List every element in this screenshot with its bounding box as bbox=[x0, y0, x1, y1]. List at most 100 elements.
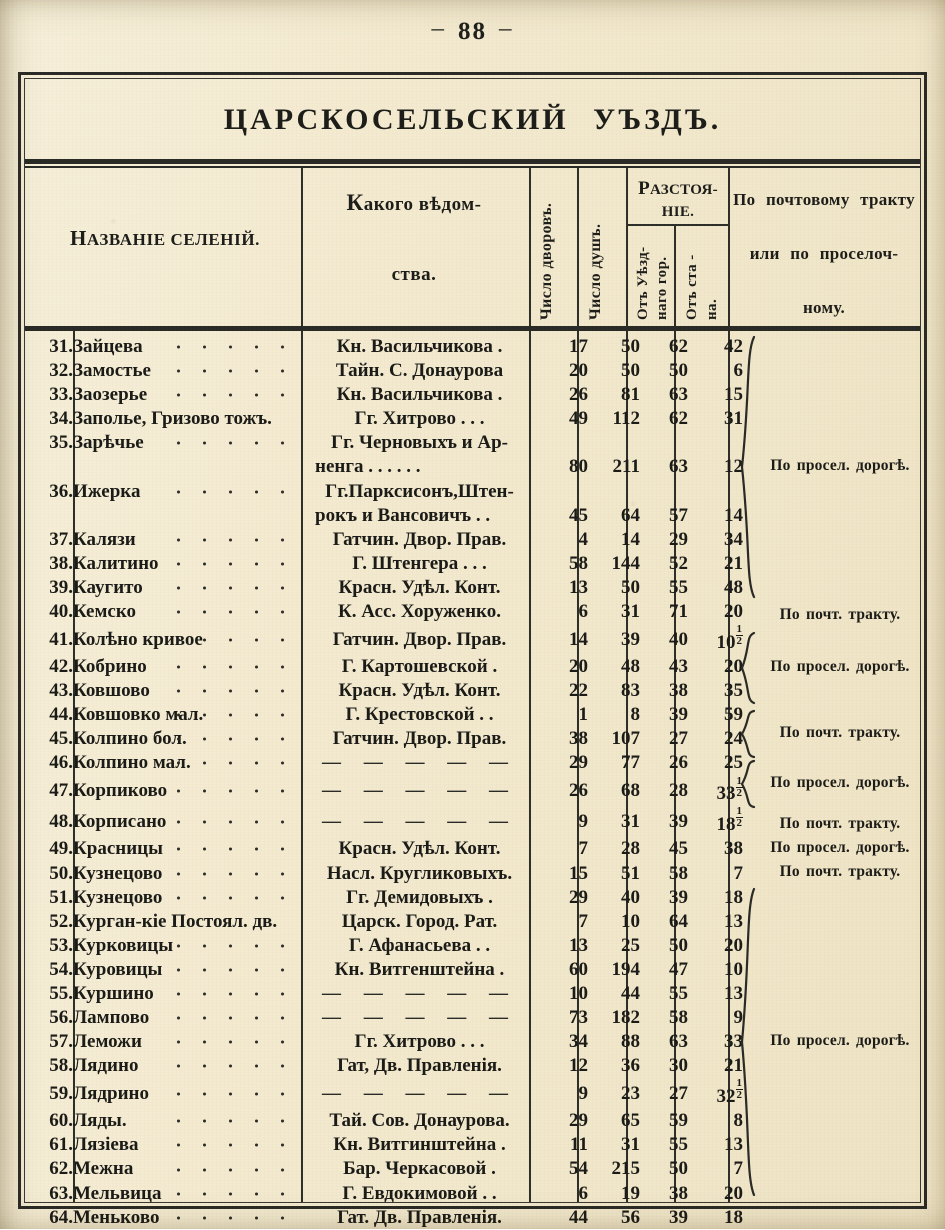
settlement-name-text: Куровицы bbox=[73, 958, 163, 980]
distance-from-uezd-town: 39 bbox=[669, 704, 688, 726]
table-row[interactable]: ненга . . . . . . 80 211 63 12 bbox=[25, 455, 743, 479]
header-pochta-line1: По почтовому тракту bbox=[733, 190, 915, 209]
table-row[interactable]: 38. Калитино Г. Штенгера . . . 58 144 52 21 bbox=[25, 552, 743, 576]
table-row[interactable]: 34. Заполье, Гризово тожъ. Гг. Хитрово . .… bbox=[25, 407, 743, 431]
settlement-name-text: Межна bbox=[73, 1158, 134, 1180]
table-row[interactable]: 44. Ковшовко мал. Г. Крестовской . . 1 8 39 59 bbox=[25, 703, 743, 727]
table-row[interactable]: 52. Курган-кіе Постоял. дв. Царск. Город. … bbox=[25, 910, 743, 934]
table-row[interactable]: 56. Лампово — — — — — 73 182 58 9 bbox=[25, 1006, 743, 1030]
table-row[interactable]: 42. Кобрино Г. Картошевской . 20 48 43 20 bbox=[25, 655, 743, 679]
distance-from-uezd-town: 63 bbox=[669, 384, 688, 406]
table-row[interactable]: 62. Межна Бар. Черкасовой . 54 215 50 7 bbox=[25, 1157, 743, 1181]
dvorov-count: 29 bbox=[569, 752, 588, 774]
vedomstvo-cell: Гг.Парксисонъ,Штен- bbox=[301, 480, 538, 504]
dvorov-count: 17 bbox=[569, 336, 588, 357]
vedomstvo-cell: Гг. Демидовыхъ . bbox=[301, 886, 538, 910]
row-index: 41. bbox=[49, 628, 73, 650]
vedomstvo-cell: Кн. Витгинштейна . bbox=[301, 1133, 538, 1157]
leader-dots bbox=[177, 1157, 295, 1181]
distance-from-stan: 20 bbox=[724, 1182, 743, 1204]
table-row[interactable]: 50. Кузнецово Насл. Кругликовыхъ. 15 51 58 7 bbox=[25, 862, 743, 886]
header-vedomstvo-rest: акого вѣдом- bbox=[363, 194, 482, 215]
vedomstvo-dash-placeholder: — — — — — bbox=[322, 752, 517, 774]
table-row[interactable]: 37. Калязи Гатчин. Двор. Прав. 4 14 29 34 bbox=[25, 528, 743, 552]
dvorov-count: 26 bbox=[569, 779, 588, 801]
leader-dots bbox=[177, 776, 295, 807]
table-row[interactable]: 59. Лядрино — — — — — 9 23 27 32 1 2 bbox=[25, 1078, 743, 1109]
dush-count: 48 bbox=[621, 656, 640, 678]
row-index: 53. bbox=[49, 934, 73, 956]
table-row[interactable]: 45. Колпино бол. Гатчин. Двор. Прав. 38 107 2… bbox=[25, 727, 743, 751]
vedomstvo-cell: Кн. Васильчикова . bbox=[301, 335, 538, 359]
table-row[interactable]: 55. Куршино — — — — — 10 44 55 13 bbox=[25, 982, 743, 1006]
settlement-name: Красницы bbox=[73, 837, 301, 861]
table-row[interactable]: 35. Зарѣчье Гг. Черновыхъ и Ар- bbox=[25, 431, 743, 455]
settlement-name: Леможи bbox=[73, 1030, 301, 1054]
table-row[interactable]: 43. Ковшово Красн. Удѣл. Конт. 22 83 38 35 bbox=[25, 679, 743, 703]
settlements-table-body: 31. Зайцева Кн. Васильчикова . 17 50 62 42 32. З… bbox=[25, 335, 743, 1230]
table-row[interactable]: 36. Ижерка Гг.Парксисонъ,Штен- bbox=[25, 480, 743, 504]
dvorov-count: 1 bbox=[578, 704, 589, 726]
vedomstvo-text: Красн. Удѣл. Конт. bbox=[338, 680, 501, 702]
settlement-name-text: Куршино bbox=[73, 982, 154, 1004]
settlement-name-text: Калязи bbox=[73, 528, 136, 550]
table-row[interactable]: 46. Колпино мал. — — — — — 29 77 26 25 bbox=[25, 751, 743, 775]
settlement-name: Куровицы bbox=[73, 958, 301, 982]
table-row[interactable]: 54. Куровицы Кн. Витгенштейна . 60 194 47 10 bbox=[25, 958, 743, 982]
distance-from-uezd-town: 55 bbox=[669, 576, 688, 598]
table-row[interactable]: 39. Каугито Красн. Удѣл. Конт. 13 50 55 48 bbox=[25, 576, 743, 600]
leader-dots bbox=[177, 1054, 295, 1078]
header-dush: Число душъ. bbox=[587, 223, 604, 320]
header-pochta-line3: ному. bbox=[802, 298, 846, 317]
settlement-name: Кемско bbox=[73, 600, 301, 624]
header-settlement-name: НАЗВАНІЕ СЕЛЕНІЙ. bbox=[31, 226, 299, 251]
settlement-name-text: Ковшовко мал. bbox=[73, 704, 204, 726]
vedomstvo-cell: Гатчин. Двор. Прав. bbox=[301, 727, 538, 751]
dush-count: 31 bbox=[621, 810, 640, 832]
settlement-name: Мельвица bbox=[73, 1182, 301, 1206]
route-brace bbox=[736, 335, 758, 599]
row-index: 40. bbox=[49, 601, 73, 623]
vedomstvo-cell: рокъ и Вансовичъ . . bbox=[301, 504, 538, 528]
table-row[interactable]: 49. Красницы Красн. Удѣл. Конт. 7 28 45 38 bbox=[25, 837, 743, 861]
table-row[interactable]: 48. Корписано — — — — — 9 31 39 18 1 2 bbox=[25, 806, 743, 837]
dvorov-count: 45 bbox=[569, 504, 588, 526]
header-rasstoyanie-rest: АЗСТОЯ- bbox=[650, 182, 718, 198]
vedomstvo-text: Красн. Удѣл. Конт. bbox=[338, 576, 501, 598]
table-row[interactable]: 32. Замостье Тайн. С. Донаурова 20 50 50 6 bbox=[25, 359, 743, 383]
header-divider-1 bbox=[301, 168, 303, 326]
table-row[interactable]: 47. Корпиково — — — — — 26 68 28 33 1 2 bbox=[25, 776, 743, 807]
vedomstvo-cell: Г. Картошевской . bbox=[301, 655, 538, 679]
distance-from-uezd-town: 55 bbox=[669, 1134, 688, 1156]
dush-count: 10 bbox=[621, 910, 640, 932]
settlement-name: Калязи bbox=[73, 528, 301, 552]
table-row[interactable]: 40. Кемско К. Асс. Хоруженко. 6 31 71 20 bbox=[25, 600, 743, 624]
dush-count: 39 bbox=[621, 628, 640, 650]
table-row[interactable]: 60. Ляды. Тай. Сов. Донаурова. 29 65 59 8 bbox=[25, 1109, 743, 1133]
table-row[interactable]: 64. Меньково Гат. Дв. Правленія. 44 56 39 18 bbox=[25, 1206, 743, 1230]
distance-from-stan: 13 bbox=[724, 982, 743, 1004]
table-row[interactable]: 57. Леможи Гг. Хитрово . . . 34 88 63 33 bbox=[25, 1030, 743, 1054]
route-brace bbox=[736, 887, 758, 1197]
table-row[interactable]: 58. Лядино Гат, Дв. Правленія. 12 36 30 21 bbox=[25, 1054, 743, 1078]
dvorov-count: 7 bbox=[578, 838, 589, 860]
table-row[interactable]: 53. Курковицы Г. Афанасьева . . 13 25 50 20 bbox=[25, 934, 743, 958]
table-row[interactable]: 31. Зайцева Кн. Васильчикова . 17 50 62 42 bbox=[25, 335, 743, 359]
vedomstvo-text: Г. Афанасьева . . bbox=[348, 934, 491, 956]
table-row[interactable]: 41. Колѣно кривое Гатчин. Двор. Прав. 14 39 4… bbox=[25, 624, 743, 655]
table-row[interactable]: 61. Лязіева Кн. Витгинштейна . 11 31 55 13 bbox=[25, 1133, 743, 1157]
vedomstvo-cell: К. Асс. Хоруженко. bbox=[301, 600, 538, 624]
dush-count: 144 bbox=[611, 552, 641, 574]
vedomstvo-text: Гат. Дв. Правленія. bbox=[337, 1206, 502, 1228]
table-row[interactable]: рокъ и Вансовичъ . . 45 64 57 14 bbox=[25, 504, 743, 528]
dvorov-count: 60 bbox=[569, 958, 588, 980]
table-row[interactable]: 33. Заозерье Кн. Васильчикова . 26 81 63 15 bbox=[25, 383, 743, 407]
distance-from-uezd-town: 28 bbox=[669, 779, 688, 801]
vedomstvo-cell: Гг. Хитрово . . . bbox=[301, 407, 538, 431]
vedomstvo-cell: Гг. Черновыхъ и Ар- bbox=[301, 431, 538, 455]
dush-count: 50 bbox=[621, 336, 640, 357]
table-row[interactable]: 51. Кузнецово Гг. Демидовыхъ . 29 40 39 18 bbox=[25, 886, 743, 910]
route-brace bbox=[736, 631, 758, 705]
rule-under-header bbox=[25, 326, 920, 331]
table-row[interactable]: 63. Мельвица Г. Евдокимовой . . 6 19 38 20 bbox=[25, 1182, 743, 1206]
